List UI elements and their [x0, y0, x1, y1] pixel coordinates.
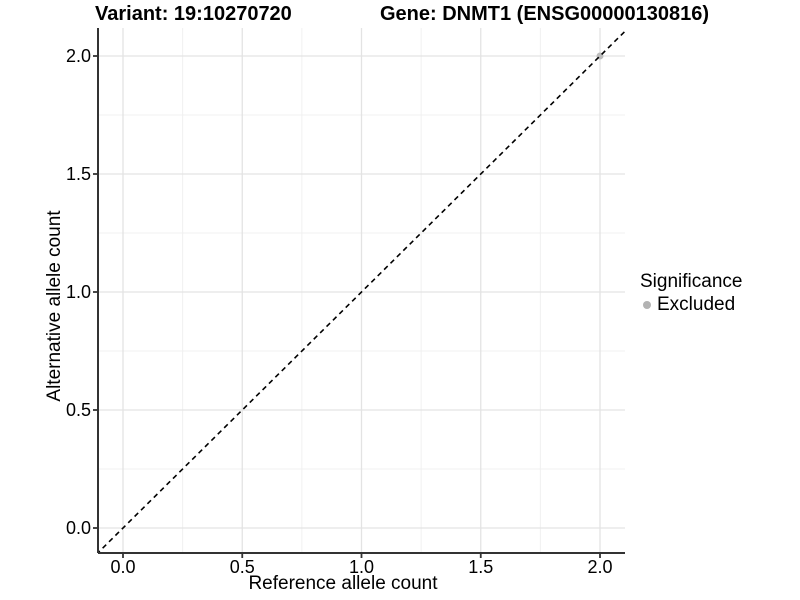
x-axis-title: Reference allele count: [248, 573, 438, 594]
gene-title: Gene: DNMT1 (ENSG00000130816): [380, 3, 710, 25]
y-axis-title: Alternative allele count: [44, 210, 65, 402]
y-tick-label: 2.0: [65, 46, 91, 66]
x-tick-label: 1.0: [348, 557, 375, 577]
x-tick-label: 0.0: [110, 557, 136, 577]
legend-title: Significance: [640, 271, 743, 292]
x-tick-label: 0.5: [229, 557, 255, 577]
y-tick-label: 0.0: [65, 518, 91, 538]
y-tick-label: 1.5: [65, 164, 91, 184]
excluded-point-icon: [643, 301, 651, 309]
legend-entry-label: Excluded: [657, 294, 736, 315]
x-tick-label: 2.0: [587, 557, 613, 577]
x-tick-label: 1.5: [468, 557, 494, 577]
variant-title: Variant: 19:10270720: [95, 3, 292, 25]
y-tick-label: 1.0: [65, 282, 91, 302]
legend: Significance Excluded: [640, 271, 742, 316]
y-tick-label: 0.5: [65, 400, 91, 420]
identity-reference-line: [98, 30, 625, 553]
legend-entry-excluded: Excluded: [640, 294, 742, 316]
